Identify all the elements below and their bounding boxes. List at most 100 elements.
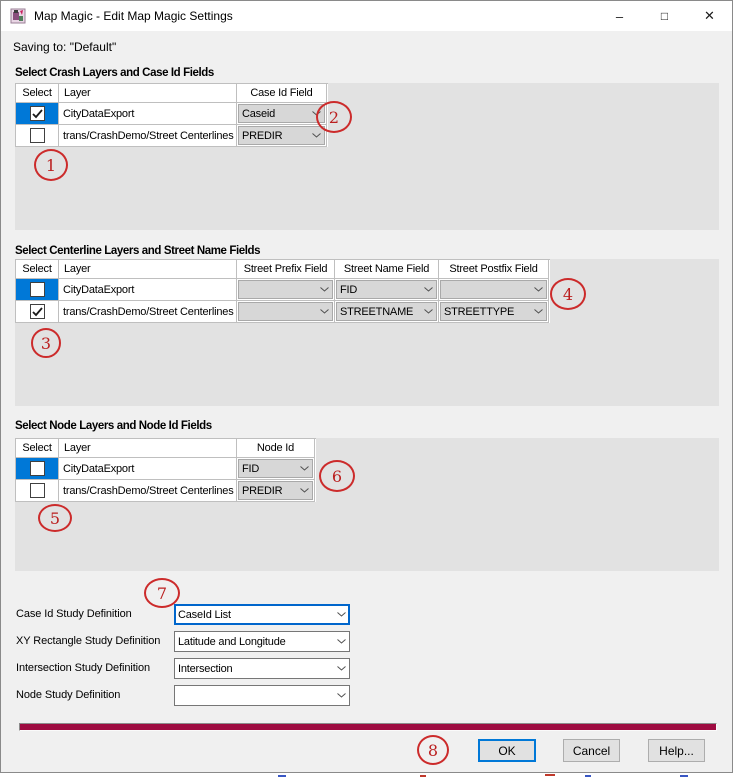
field-dropdown[interactable]: PREDIR	[238, 481, 313, 500]
column-header: Street Prefix Field	[237, 260, 335, 279]
case-id-study-definition-select[interactable]: CaseId List	[174, 604, 350, 625]
annotation-circle-8: 8	[417, 735, 449, 765]
chevron-down-icon	[530, 287, 546, 292]
annotation-circle-4: 4	[550, 278, 586, 310]
field-dropdown-value: FID	[340, 283, 358, 296]
table-row: CityDataExport Caseid	[16, 103, 328, 125]
chevron-down-icon	[333, 612, 349, 617]
select-cell	[16, 301, 59, 323]
table-row: CityDataExport FID	[16, 458, 316, 480]
column-header: Select	[16, 84, 59, 103]
field-dropdown[interactable]: Caseid	[238, 104, 325, 123]
layer-cell[interactable]: trans/CrashDemo/Street Centerlines	[59, 480, 237, 502]
row-select-checkbox[interactable]	[29, 483, 45, 498]
layer-cell[interactable]: trans/CrashDemo/Street Centerlines	[59, 301, 237, 323]
chevron-down-icon	[316, 287, 332, 292]
field-dropdown[interactable]	[440, 280, 547, 299]
select-cell	[16, 279, 59, 301]
chevron-down-icon	[420, 309, 436, 314]
field-dropdown-value: Caseid	[242, 107, 276, 120]
field-cell	[237, 279, 335, 301]
layer-cell[interactable]: trans/CrashDemo/Street Centerlines	[59, 125, 237, 147]
table-row: trans/CrashDemo/Street Centerlines STREET…	[16, 301, 550, 323]
help-button[interactable]: Help...	[648, 739, 705, 762]
chevron-down-icon	[316, 309, 332, 314]
column-header: Select	[16, 260, 59, 279]
centerline-layers-grid: Select Layer Street Prefix Field Street Nam…	[15, 259, 719, 406]
saving-to-label: Saving to: "Default"	[13, 40, 117, 54]
column-header: Layer	[59, 260, 237, 279]
field-dropdown[interactable]: PREDIR	[238, 126, 325, 145]
grid-header-row: Select Layer Case Id Field	[16, 84, 328, 103]
row-select-checkbox[interactable]	[29, 304, 45, 319]
intersection-study-definition-select[interactable]: Intersection	[174, 658, 350, 679]
separator-rule	[19, 723, 717, 731]
layer-cell[interactable]: CityDataExport	[59, 458, 237, 480]
annotation-circle-5: 5	[38, 504, 72, 532]
field-dropdown-value: FID	[242, 462, 260, 475]
column-header: Case Id Field	[237, 84, 327, 103]
chevron-down-icon	[530, 309, 546, 314]
select-cell	[16, 103, 59, 125]
annotation-circle-3: 3	[31, 328, 61, 358]
field-dropdown[interactable]: STREETTYPE	[440, 302, 547, 321]
crash-layers-heading: Select Crash Layers and Case Id Fields	[15, 67, 214, 79]
ok-button[interactable]: OK	[478, 739, 536, 762]
chevron-down-icon	[333, 639, 349, 644]
field-dropdown[interactable]	[238, 302, 333, 321]
column-header: Street Name Field	[335, 260, 439, 279]
row-select-checkbox[interactable]	[29, 282, 45, 297]
node-study-definition-select[interactable]	[174, 685, 350, 706]
grid-header-row: Select Layer Node Id	[16, 439, 316, 458]
close-button[interactable]: ✕	[687, 1, 732, 31]
layer-cell[interactable]: CityDataExport	[59, 103, 237, 125]
minimize-icon: –	[615, 8, 624, 24]
table-row: trans/CrashDemo/Street Centerlines PREDIR	[16, 480, 316, 502]
chevron-down-icon	[308, 133, 324, 138]
field-dropdown[interactable]: FID	[336, 280, 437, 299]
annotation-circle-6: 6	[319, 460, 355, 492]
annotation-number: 2	[328, 107, 340, 127]
cancel-button[interactable]: Cancel	[563, 739, 620, 762]
chevron-down-icon	[333, 666, 349, 671]
field-dropdown[interactable]: STREETNAME	[336, 302, 437, 321]
field-cell	[439, 279, 549, 301]
annotation-circle-7: 7	[144, 578, 180, 608]
maximize-button[interactable]: □	[642, 1, 687, 31]
node-layers-heading: Select Node Layers and Node Id Fields	[15, 420, 212, 432]
row-select-checkbox[interactable]	[29, 128, 45, 143]
annotation-number: 5	[49, 508, 61, 528]
minimize-button[interactable]: –	[597, 1, 642, 31]
node-layers-grid: Select Layer Node Id CityDataExport FID trans…	[15, 438, 719, 571]
chevron-down-icon	[420, 287, 436, 292]
column-header: Node Id	[237, 439, 315, 458]
xy-rectangle-study-definition-select[interactable]: Latitude and Longitude	[174, 631, 350, 652]
annotation-number: 7	[156, 583, 168, 603]
field-dropdown[interactable]	[238, 280, 333, 299]
row-select-checkbox[interactable]	[29, 461, 45, 476]
data-grid: Select Layer Node Id CityDataExport FID trans…	[15, 438, 316, 502]
field-cell: FID	[335, 279, 439, 301]
row-select-checkbox[interactable]	[29, 106, 45, 121]
annotation-number: 4	[562, 284, 574, 304]
select-cell	[16, 125, 59, 147]
layer-cell[interactable]: CityDataExport	[59, 279, 237, 301]
table-row: trans/CrashDemo/Street Centerlines PREDIR	[16, 125, 328, 147]
field-cell: FID	[237, 458, 315, 480]
column-header: Layer	[59, 439, 237, 458]
annotation-circle-1: 1	[34, 149, 68, 181]
field-dropdown-value: PREDIR	[242, 484, 283, 497]
field-cell	[237, 301, 335, 323]
case-id-study-definition-label: Case Id Study Definition	[16, 608, 132, 620]
annotation-number: 3	[40, 333, 52, 353]
grid-header-row: Select Layer Street Prefix Field Street Nam…	[16, 260, 550, 279]
xy-rectangle-study-definition-label: XY Rectangle Study Definition	[16, 635, 161, 647]
node-study-definition-label: Node Study Definition	[16, 689, 121, 701]
annotation-circle-2: 2	[316, 101, 352, 133]
field-cell: PREDIR	[237, 480, 315, 502]
annotation-number: 1	[45, 155, 57, 175]
close-icon: ✕	[704, 8, 715, 23]
field-dropdown[interactable]: FID	[238, 459, 313, 478]
field-cell: Caseid	[237, 103, 327, 125]
field-cell: PREDIR	[237, 125, 327, 147]
